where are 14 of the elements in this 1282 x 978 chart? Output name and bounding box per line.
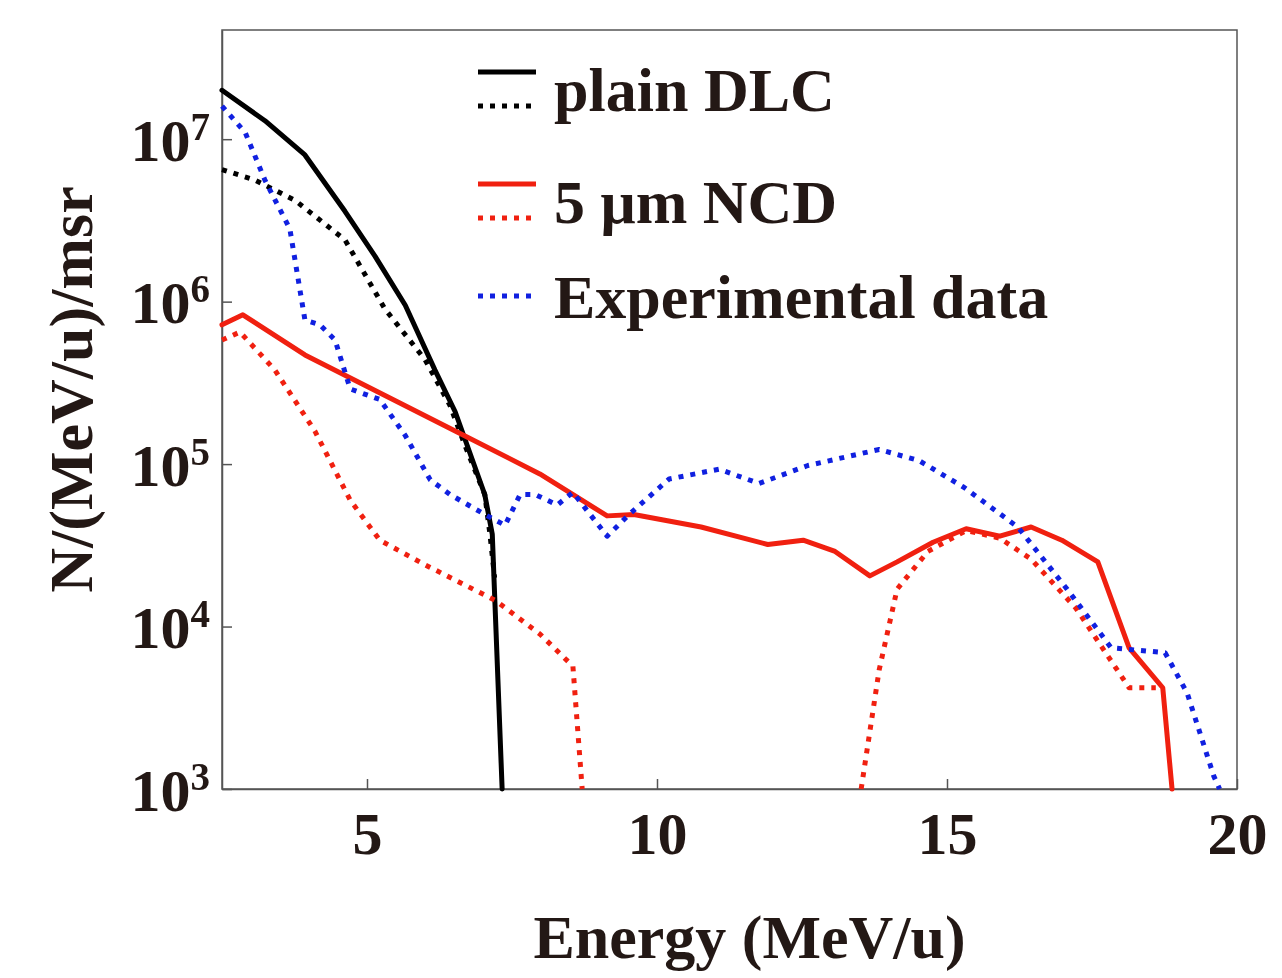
x-tick-label: 5 xyxy=(352,800,383,867)
legend-label: 5 μm NCD xyxy=(554,167,838,236)
x-tick-label: 15 xyxy=(917,800,978,867)
x-axis-title: Energy (MeV/u) xyxy=(533,903,966,972)
y-tick-label: 10$^{7}$ xyxy=(130,104,210,174)
x-tick-label: 20 xyxy=(1207,800,1268,867)
legend-label: Experimental data xyxy=(554,262,1049,331)
legend-label: plain DLC xyxy=(554,55,835,124)
x-tick-label: 10 xyxy=(627,800,688,867)
y-tick-label: 10$^{3}$ xyxy=(130,754,210,824)
y-tick-label: 10$^{4}$ xyxy=(130,591,210,662)
y-tick-label: 10$^{5}$ xyxy=(130,429,210,499)
y-tick-label: 10$^{6}$ xyxy=(130,266,210,337)
y-axis-title: N/(MeV/u)/msr xyxy=(37,186,106,593)
